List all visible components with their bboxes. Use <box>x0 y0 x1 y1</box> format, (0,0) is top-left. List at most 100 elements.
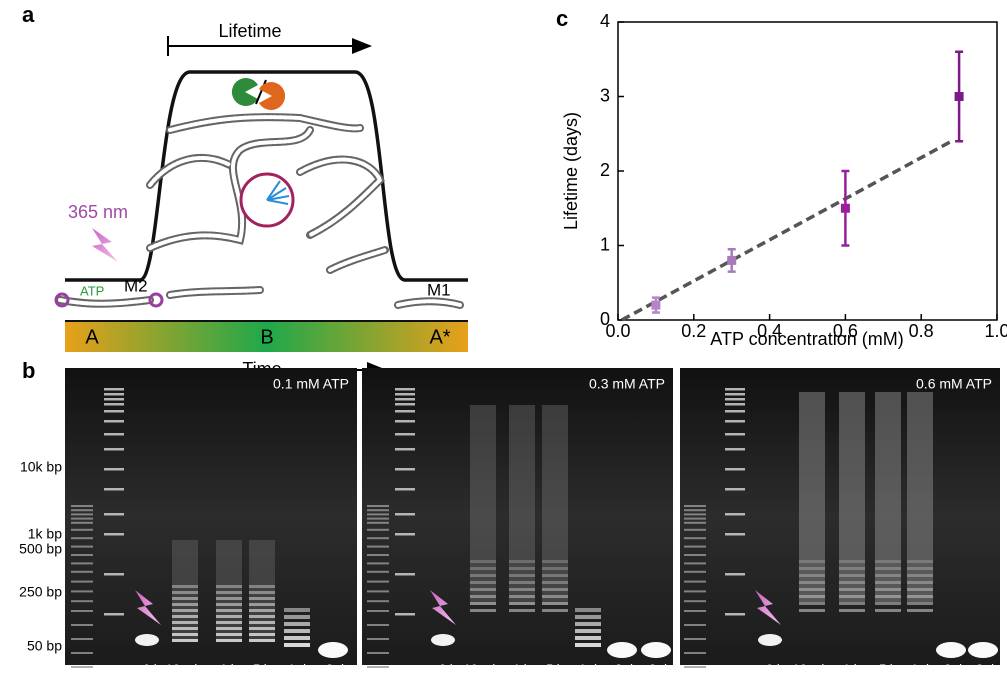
gel-title: 0.6 mM ATP <box>916 376 992 392</box>
light-icon <box>135 590 161 625</box>
ladder-band <box>104 388 124 391</box>
gel: 0.6 mM ATP 0 h 10 min 1 h 5 h 1 d 2 d 3 d <box>680 368 1000 676</box>
band <box>172 627 198 630</box>
clock <box>239 172 295 228</box>
band <box>839 588 865 591</box>
band <box>470 588 496 591</box>
band <box>509 560 535 563</box>
ladder-band <box>71 562 93 565</box>
band <box>172 591 198 594</box>
state-label: B <box>260 326 273 348</box>
band <box>907 574 933 577</box>
lifetime-label: Lifetime <box>218 21 281 41</box>
lane-label: 0 h <box>766 661 784 676</box>
x-axis-label: ATP concentration (mM) <box>710 329 903 349</box>
size-marker: 10k bp <box>20 459 62 475</box>
band <box>249 615 275 618</box>
band <box>607 642 637 658</box>
lane-label: 10 min <box>463 661 502 676</box>
ladder-band <box>684 666 706 668</box>
band <box>875 595 901 598</box>
lane-label: 1 h <box>843 661 861 676</box>
band <box>641 642 671 658</box>
ladder-band <box>684 652 706 654</box>
ladder-band <box>684 528 706 531</box>
smear <box>907 392 933 602</box>
gel-image <box>65 368 357 665</box>
ladder-band <box>104 488 124 491</box>
ladder-band <box>684 509 706 512</box>
band <box>249 609 275 612</box>
band <box>216 591 242 594</box>
ladder-band <box>71 600 93 603</box>
lane-label: 2 d <box>326 661 344 676</box>
ladder-band <box>684 517 706 520</box>
y-tick-label: 4 <box>600 11 610 31</box>
ladder-band <box>71 570 93 573</box>
lane-label: 10 min <box>792 661 831 676</box>
band <box>907 581 933 584</box>
band <box>875 581 901 584</box>
enzyme-icon <box>231 78 258 106</box>
lane-label: 1 h <box>513 661 531 676</box>
band <box>509 574 535 577</box>
y-tick-label: 1 <box>600 234 610 254</box>
smear <box>216 540 242 640</box>
ladder-band <box>104 573 124 576</box>
band <box>249 627 275 630</box>
state-label: A* <box>429 326 450 348</box>
ladder-band <box>367 545 389 548</box>
ladder-band <box>725 533 745 536</box>
band <box>470 609 496 612</box>
ladder-band <box>71 505 93 507</box>
ladder-band <box>367 509 389 512</box>
band <box>216 585 242 588</box>
ladder-band <box>104 433 124 436</box>
lane-label: 3 d <box>976 661 994 676</box>
ladder-band <box>367 505 389 507</box>
ladder-band <box>367 528 389 531</box>
smear <box>542 405 568 605</box>
band <box>875 588 901 591</box>
data-point <box>954 92 964 101</box>
band <box>216 609 242 612</box>
light-icon <box>92 228 118 262</box>
band <box>509 581 535 584</box>
panel-c: c ATP concentration (mM) Lifetime (days)… <box>556 6 1007 349</box>
band <box>216 639 242 642</box>
ladder-band <box>71 624 93 626</box>
ladder-band <box>367 521 389 524</box>
data-point <box>651 300 661 310</box>
ladder-band <box>367 517 389 520</box>
x-tick-label: 1.0 <box>984 321 1007 341</box>
light-icon <box>755 590 781 625</box>
fit-line <box>620 139 953 322</box>
band <box>509 595 535 598</box>
smear <box>249 540 275 640</box>
panel-label: a <box>22 2 35 27</box>
ladder-band <box>104 420 124 423</box>
ladder-band <box>725 433 745 436</box>
x-tick-label: 0.2 <box>681 321 706 341</box>
band <box>875 560 901 563</box>
band <box>249 597 275 600</box>
band <box>542 588 568 591</box>
band <box>216 603 242 606</box>
band <box>799 595 825 598</box>
ladder-band <box>725 448 745 451</box>
plot-frame <box>617 21 998 321</box>
ladder-band <box>725 388 745 391</box>
band <box>575 629 601 633</box>
ladder-band <box>395 488 415 491</box>
ladder-band <box>395 410 415 413</box>
band <box>839 609 865 612</box>
band <box>839 560 865 563</box>
band <box>907 560 933 563</box>
band <box>799 609 825 612</box>
ladder-band <box>71 521 93 524</box>
band <box>542 595 568 598</box>
ladder-band <box>395 403 415 406</box>
ladder-band <box>367 600 389 603</box>
band <box>249 591 275 594</box>
band <box>216 615 242 618</box>
